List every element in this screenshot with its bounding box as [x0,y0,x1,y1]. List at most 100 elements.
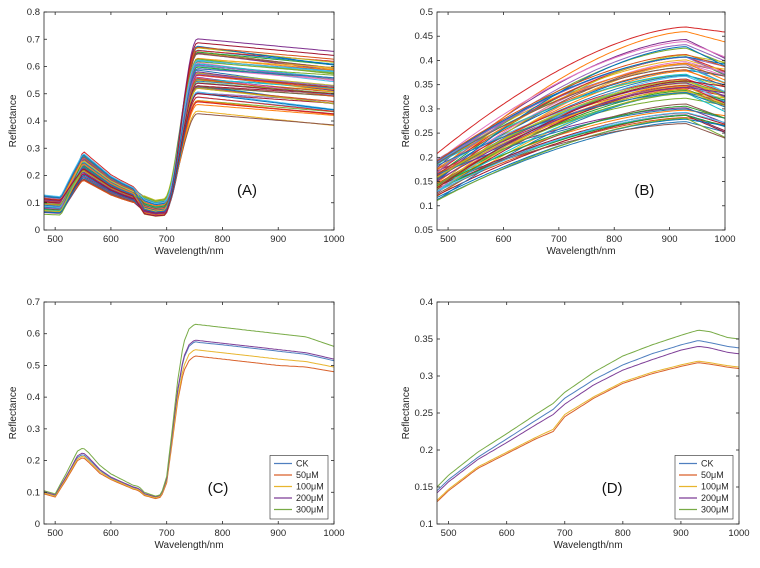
y-tick-label: 0.2 [420,445,433,456]
legend-entry: 200μM [296,493,324,503]
x-tick-label: 500 [47,234,63,245]
panel-label: (D) [602,480,623,497]
y-tick-label: 0.35 [415,80,434,91]
y-tick-label: 0.45 [415,31,434,42]
y-tick-label: 0.1 [27,487,40,498]
y-tick-label: 0.25 [415,128,434,139]
sample-curve [437,62,725,170]
panel-a: 500 600 700 800 900 1000 0 0.1 0.2 0.3 0.4 0.5 0.6 0.… [8,7,345,257]
panel-label: (A) [237,182,257,199]
axes-box [43,301,335,525]
x-axis-label: Wavelength/nm [553,540,622,551]
sample-curve [44,38,334,215]
sample-curve [437,26,725,154]
x-tick-label: 800 [215,528,231,539]
series-line [437,345,739,494]
sample-curve [437,82,725,179]
series-line [437,362,739,503]
y-tick-label: 0.25 [415,408,434,419]
sample-curve [437,79,725,178]
sample-curve [44,68,334,213]
x-tick-label: 1000 [323,234,344,245]
x-tick-label: 600 [103,528,119,539]
y-tick-label: 0.4 [27,392,40,403]
sample-curve [44,113,334,213]
y-tick-label: 0.7 [27,297,40,308]
y-tick-label: 0.5 [27,89,40,100]
plot-area [437,329,739,503]
sample-curve [437,108,725,176]
y-tick-label: 0.2 [27,456,40,467]
y-tick-label: 0.1 [420,519,433,530]
plot-area [44,323,334,500]
x-tick-label: 600 [496,234,512,245]
x-axis-label: Wavelength/nm [154,246,223,257]
x-tick-label: 1000 [728,528,749,539]
y-tick-label: 0.2 [420,152,433,163]
legend-entry: 50μM [296,470,319,480]
y-tick-label: 0.3 [27,424,40,435]
legend-box [269,455,329,520]
sample-curve [437,46,725,182]
sample-curve [44,42,334,217]
legend-entry: 300μM [701,505,729,515]
y-tick-label: 0.15 [415,177,434,188]
panel-d: 500 600 700 800 900 1000 0.1 0.15 0.2 0.25 0.3 0.35… [401,297,750,551]
sample-curve [44,82,334,214]
legend-entry: 300μM [296,505,324,515]
sample-curve [437,47,725,173]
x-tick-label: 900 [270,234,286,245]
series-line [44,341,334,498]
y-tick-label: 0.5 [420,7,433,18]
plot-area [44,38,334,217]
y-tick-label: 0.05 [415,225,434,236]
x-tick-label: 600 [499,528,515,539]
y-axis-label: Reflectance [401,386,412,439]
y-tick-label: 0.15 [415,482,434,493]
x-tick-label: 700 [557,528,573,539]
legend-entry: 100μM [296,482,324,492]
panel-b: 500 600 700 800 900 1000 0.05 0.1 0.15 0.2 0.25 0.3… [401,7,736,257]
x-tick-label: 700 [551,234,567,245]
sample-curve [437,53,725,162]
y-tick-label: 0.3 [27,143,40,154]
legend-box [674,455,734,520]
x-tick-label: 900 [673,528,689,539]
sample-curve [437,93,725,186]
series-line [44,355,334,500]
y-tick-label: 0.35 [415,334,434,345]
y-tick-label: 0.5 [27,360,40,371]
x-tick-label: 1000 [323,528,344,539]
series-line [44,349,334,499]
sample-curve [44,93,334,211]
sample-curve [437,66,725,165]
sample-curve [44,46,334,215]
y-tick-label: 0.3 [420,104,433,115]
sample-curve [437,89,725,188]
x-tick-label: 700 [159,528,175,539]
y-tick-label: 0.1 [27,198,40,209]
sample-curve [437,111,725,193]
legend-entry: CK [701,459,714,469]
x-tick-label: 800 [615,528,631,539]
panel-label: (B) [634,182,654,199]
sample-curve [437,123,725,185]
sample-curve [437,56,725,162]
legend-entry: 100μM [701,482,729,492]
y-tick-label: 0.7 [27,34,40,45]
x-tick-label: 800 [606,234,622,245]
y-tick-label: 0.6 [27,329,40,340]
y-axis-label: Reflectance [401,94,412,147]
series-line [44,323,334,497]
legend-entry: 200μM [701,493,729,503]
sample-curve [437,54,725,187]
x-tick-label: 500 [47,528,63,539]
sample-curve [437,41,725,162]
y-tick-label: 0.4 [420,55,433,66]
sample-curve [44,64,334,210]
legend-entry: CK [296,459,309,469]
y-tick-label: 0.2 [27,171,40,182]
y-tick-label: 0 [35,519,40,530]
